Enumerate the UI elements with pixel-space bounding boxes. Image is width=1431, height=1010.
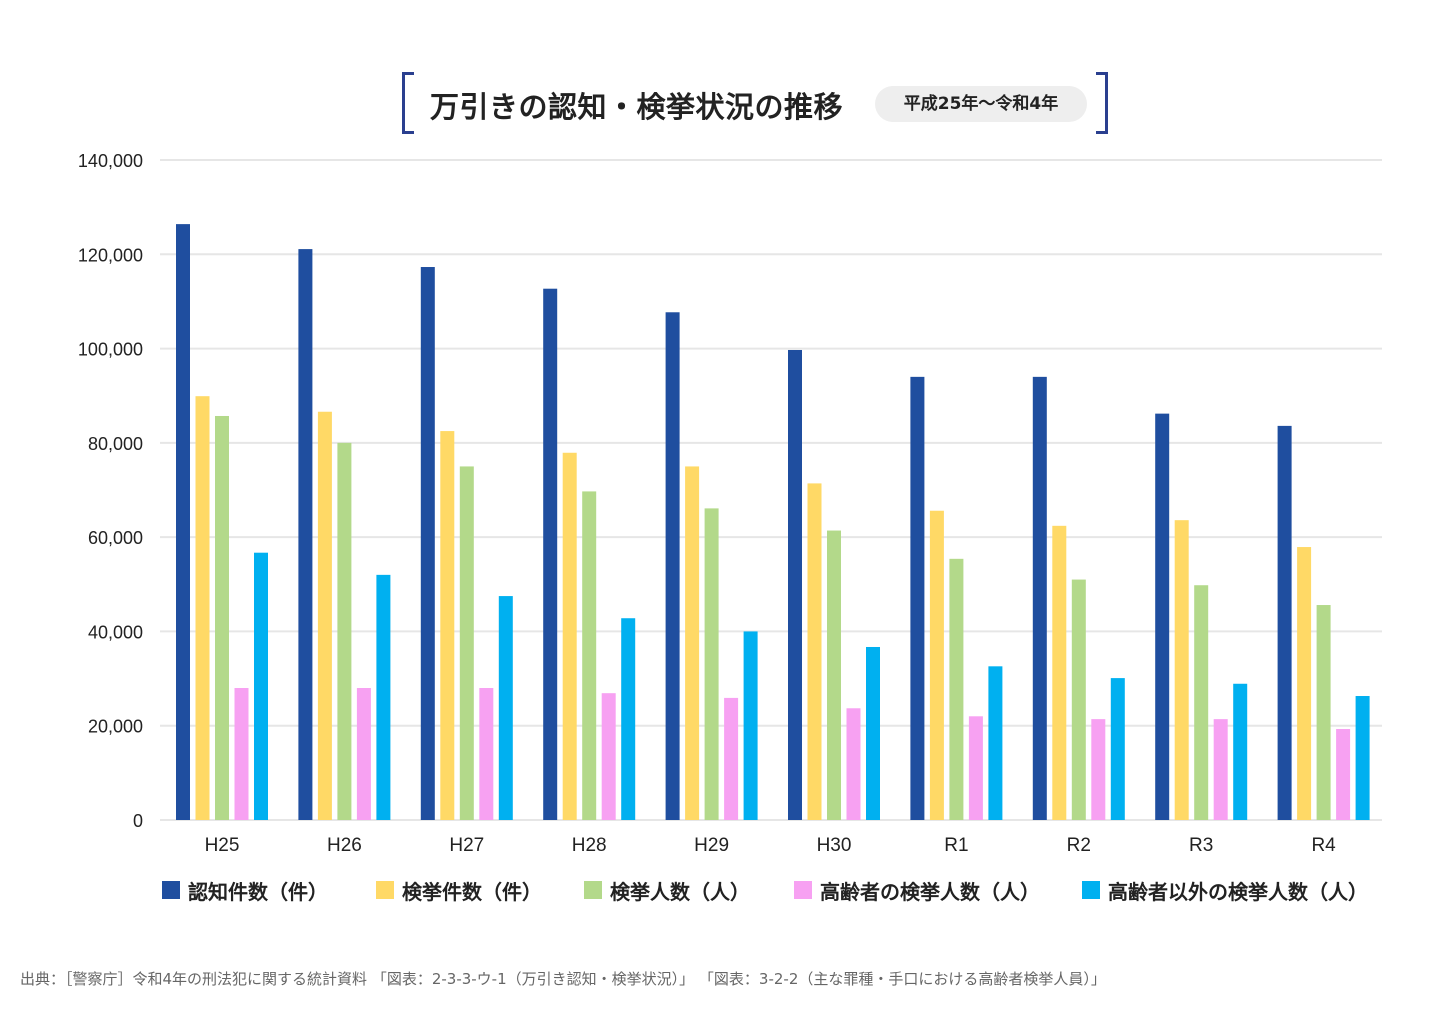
bar-H25-series-4: [254, 552, 268, 820]
y-tick-label: 80,000: [88, 434, 143, 454]
bar-H25-series-2: [215, 415, 229, 820]
legend-label: 高齢者以外の検挙人数（人）: [1108, 879, 1368, 904]
chart-subtitle: 平成25年〜令和4年: [875, 86, 1087, 122]
bar-H27-series-4: [498, 596, 513, 820]
bar-H30-series-3: [846, 708, 861, 820]
bar-H29-series-0: [665, 312, 680, 820]
x-tick-label: H29: [694, 835, 729, 856]
bar-R1-series-1: [929, 510, 944, 820]
legend-label: 認知件数（件）: [188, 879, 328, 904]
bar-R3-series-0: [1155, 413, 1170, 820]
bar-H25-series-1: [195, 396, 210, 820]
legend-label: 検挙件数（件）: [402, 879, 542, 904]
bar-H30-series-0: [788, 349, 802, 820]
bar-R3-series-2: [1194, 585, 1209, 820]
right-bracket: [1096, 72, 1108, 134]
bar-R4-series-1: [1297, 547, 1312, 820]
y-axis-tick-labels: 0 20,000 40,000 60,000 80,000 100,000 120,000 1…: [78, 151, 143, 831]
legend-item-arrested-persons: 検挙人数（人）: [584, 874, 750, 906]
bar-H25-series-3: [234, 688, 249, 820]
y-tick-label: 0: [133, 811, 143, 831]
bar-H27-series-0: [420, 267, 435, 820]
y-tick-label: 40,000: [88, 622, 143, 642]
x-axis-tick-labels: H25 H26 H27 H28 H29 H30 R1 R2 R3 R4: [205, 835, 1337, 856]
x-tick-label: H28: [572, 835, 607, 856]
legend-item-elderly-arrested: 高齢者の検挙人数（人）: [794, 874, 1040, 906]
bars: [176, 224, 1370, 821]
bar-R4-series-3: [1336, 729, 1351, 820]
x-tick-label: H25: [205, 835, 240, 856]
y-tick-label: 120,000: [78, 245, 143, 265]
bar-R1-series-4: [988, 666, 1003, 820]
x-tick-label: H30: [817, 835, 852, 856]
legend-swatch: [1082, 881, 1100, 899]
legend-swatch: [376, 881, 394, 899]
bar-R2-series-1: [1052, 525, 1067, 820]
legend-swatch: [584, 881, 602, 899]
bar-H29-series-3: [724, 697, 739, 820]
bar-H28-series-0: [543, 288, 558, 820]
bar-H28-series-1: [562, 452, 577, 820]
x-tick-label: H27: [449, 835, 484, 856]
bar-R3-series-3: [1213, 719, 1228, 820]
bar-H30-series-1: [807, 483, 822, 820]
bar-R3-series-1: [1174, 520, 1189, 820]
y-tick-label: 60,000: [88, 528, 143, 548]
bar-H26-series-2: [337, 442, 352, 820]
bar-R4-series-2: [1316, 605, 1331, 820]
bar-H29-series-1: [685, 466, 700, 820]
source-note: 出典：［警察庁］令和4年の刑法犯に関する統計資料 「図表：2-3-3-ウ-1（万…: [20, 970, 1106, 988]
bar-H28-series-3: [601, 693, 616, 820]
bar-R4-series-0: [1277, 425, 1292, 820]
bar-R2-series-4: [1110, 678, 1125, 820]
bar-H29-series-2: [704, 508, 719, 820]
chart-title-box: 万引きの認知・検挙状況の推移 平成25年〜令和4年: [402, 72, 1108, 134]
y-tick-label: 20,000: [88, 717, 143, 737]
left-bracket: [402, 72, 414, 134]
legend: 認知件数（件） 検挙件数（件） 検挙人数（人） 高齢者の検挙人数（人） 高齢者以…: [0, 874, 1431, 906]
bar-H26-series-0: [298, 249, 313, 821]
legend-item-non-elderly-arrested: 高齢者以外の検挙人数（人）: [1082, 874, 1368, 906]
bar-H27-series-1: [440, 431, 455, 820]
bar-H26-series-3: [356, 688, 371, 820]
x-tick-label: R2: [1067, 835, 1091, 856]
legend-label: 検挙人数（人）: [610, 879, 750, 904]
bar-R2-series-3: [1091, 719, 1106, 820]
bar-H30-series-2: [827, 530, 841, 820]
bar-R3-series-4: [1233, 683, 1248, 820]
bar-H29-series-4: [743, 631, 758, 820]
bar-R2-series-2: [1071, 579, 1086, 820]
bar-R2-series-0: [1032, 376, 1047, 820]
bar-R1-series-3: [968, 716, 983, 820]
x-tick-label: R3: [1189, 835, 1213, 856]
x-tick-label: R1: [944, 835, 968, 856]
bar-H28-series-4: [621, 618, 636, 820]
x-tick-label: R4: [1311, 835, 1336, 856]
bar-H26-series-1: [317, 411, 332, 820]
y-tick-label: 140,000: [78, 151, 143, 171]
bar-H25-series-0: [176, 224, 190, 821]
legend-item-recognized: 認知件数（件）: [162, 874, 328, 906]
bar-H26-series-4: [376, 574, 391, 820]
bar-R4-series-4: [1355, 696, 1370, 820]
chart-title: 万引きの認知・検挙状況の推移: [430, 90, 844, 124]
bar-H30-series-4: [866, 646, 880, 820]
bar-R1-series-0: [910, 376, 925, 820]
legend-swatch: [794, 881, 812, 899]
legend-label: 高齢者の検挙人数（人）: [820, 879, 1040, 904]
y-tick-label: 100,000: [78, 340, 143, 360]
legend-swatch: [162, 881, 180, 899]
bar-H27-series-2: [459, 466, 474, 820]
x-tick-label: H26: [327, 835, 362, 856]
legend-item-cleared-cases: 検挙件数（件）: [376, 874, 542, 906]
bar-H28-series-2: [582, 491, 597, 820]
bar-H27-series-3: [479, 688, 494, 820]
bar-R1-series-2: [949, 558, 964, 820]
